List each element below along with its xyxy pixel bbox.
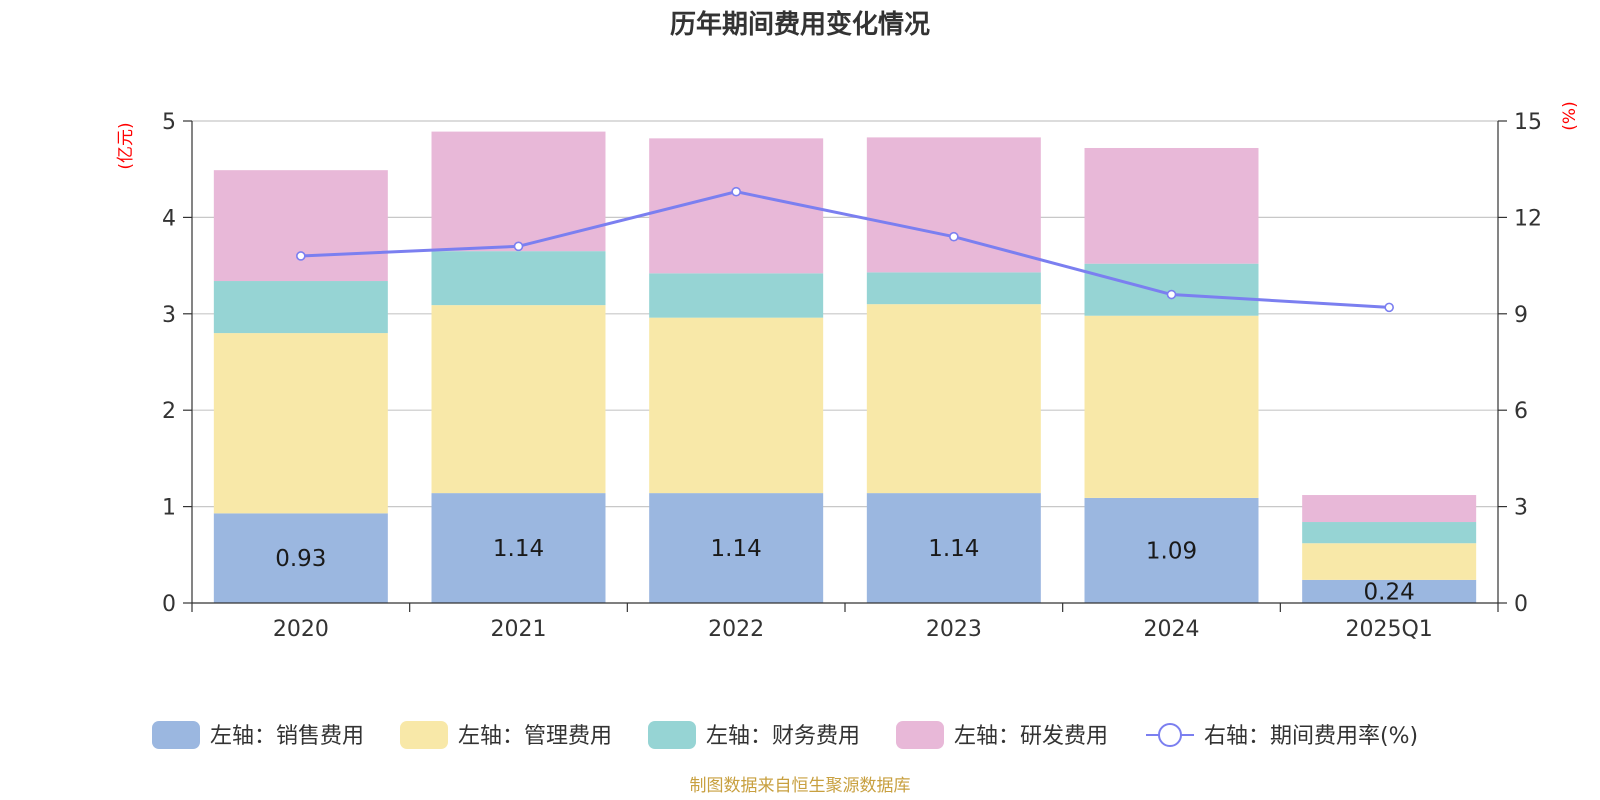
- left-axis-tick-label: 4: [162, 206, 176, 231]
- grid-lines: [192, 120, 1498, 508]
- legend-label: 左轴：研发费用: [954, 724, 1108, 749]
- legend-swatch: [152, 721, 200, 749]
- bar-segment: [649, 317, 824, 494]
- bar-segment: [1084, 315, 1259, 498]
- legend-label: 左轴：财务费用: [706, 724, 860, 749]
- right-axis-tick-label: 0: [1514, 592, 1528, 617]
- right-axis-tick-label: 9: [1514, 303, 1528, 328]
- bar-segment: [649, 493, 824, 603]
- bar-data-label: 0.93: [275, 546, 326, 572]
- legend: 左轴：销售费用 左轴：管理费用 左轴：财务费用 左轴：研发费用 右轴：期间费用率(%): [152, 721, 1418, 749]
- bar-segment: [213, 281, 388, 334]
- legend-swatch: [648, 721, 696, 749]
- bar-segment: [1084, 263, 1259, 316]
- bar-segment: [1084, 147, 1259, 264]
- legend-marker: [1158, 723, 1182, 747]
- bar-segment: [866, 137, 1041, 273]
- bar-segment: [1084, 497, 1259, 603]
- left-axis-tick-label: 2: [162, 399, 176, 424]
- bar-data-label: 1.14: [928, 536, 979, 562]
- bar-segment: [431, 251, 606, 306]
- bar-segment: [213, 333, 388, 514]
- x-axis-tick-label: 2022: [708, 617, 764, 642]
- right-axis-tick-label: 3: [1514, 496, 1528, 521]
- legend-swatch: [896, 721, 944, 749]
- bar-series: 0.93 1.14 1.14 1.14 1.09 0.24: [213, 131, 1477, 605]
- right-axis-tick-label: 12: [1514, 206, 1542, 231]
- legend-label: 右轴：期间费用率(%): [1204, 724, 1418, 749]
- bar-segment: [431, 131, 606, 252]
- bar-data-label: 1.14: [493, 536, 544, 562]
- x-axis-tick-label: 2025Q1: [1346, 617, 1433, 642]
- line-point: [1166, 289, 1177, 300]
- line-point: [949, 231, 959, 242]
- x-axis-tick-label: 2024: [1144, 617, 1200, 642]
- chart-title: 历年期间费用变化情况: [670, 9, 930, 40]
- legend-label: 左轴：销售费用: [210, 724, 364, 749]
- right-axis-unit: (%): [1560, 101, 1580, 130]
- bar-segment: [649, 273, 824, 318]
- line-point: [513, 241, 524, 252]
- bar-segment: [866, 272, 1041, 305]
- right-axis-tick-label: 15: [1514, 110, 1542, 135]
- bar-segment: [866, 493, 1041, 603]
- source-note: 制图数据来自恒生聚源数据库: [690, 776, 911, 796]
- left-axis-tick-label: 0: [162, 592, 176, 617]
- left-axis-tick-label: 1: [162, 496, 176, 521]
- x-axis-tick-label: 2021: [491, 617, 547, 642]
- bar-segment: [431, 493, 606, 603]
- bar-segment: [1302, 522, 1477, 544]
- x-axis-tick-label: 2020: [273, 617, 329, 642]
- bar-segment: [1302, 543, 1477, 580]
- line-point: [731, 186, 741, 197]
- legend-label: 左轴：管理费用: [458, 724, 612, 749]
- left-axis-tick-label: 3: [162, 303, 176, 328]
- bar-segment: [1302, 495, 1477, 523]
- bar-data-label: 1.14: [711, 536, 762, 562]
- legend-swatch: [400, 721, 448, 749]
- bar-segment: [431, 305, 606, 494]
- bar-segment: [213, 170, 388, 282]
- x-axis-tick-label: 2023: [926, 617, 982, 642]
- left-axis-unit: (亿元): [116, 122, 136, 169]
- bar-data-label: 1.09: [1146, 538, 1197, 564]
- line-series: [296, 186, 1394, 313]
- line-point: [1384, 302, 1394, 313]
- left-axis-tick-label: 5: [162, 110, 176, 135]
- bar-segment: [213, 513, 388, 603]
- line-point: [296, 251, 306, 261]
- right-axis-tick-label: 6: [1514, 399, 1528, 424]
- bar-segment: [866, 304, 1041, 494]
- line-path: [300, 190, 1390, 309]
- bar-segment: [1302, 579, 1477, 603]
- bar-data-label: 0.24: [1364, 579, 1415, 605]
